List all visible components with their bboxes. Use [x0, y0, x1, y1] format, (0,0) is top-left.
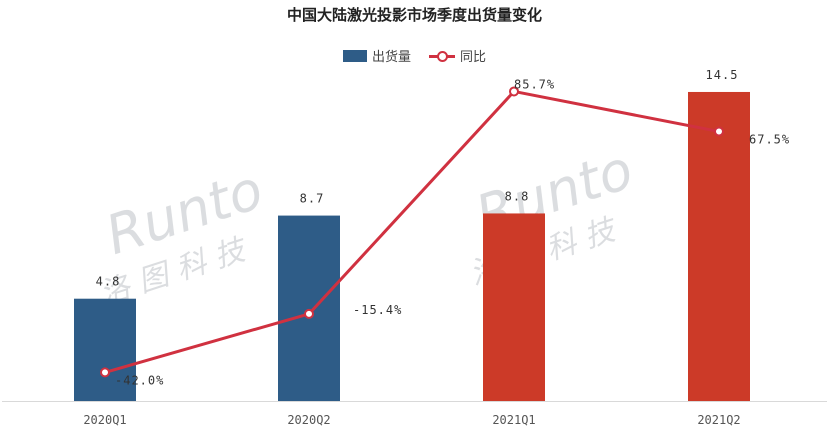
bars-layer: [74, 91, 750, 401]
bar-2021Q1[interactable]: [483, 213, 545, 401]
legend-item-line[interactable]: 同比: [429, 46, 486, 65]
legend-line-swatch: [429, 50, 455, 62]
line-value-label: 85.7%: [514, 77, 555, 91]
x-axis: 2020Q1 2020Q2 2021Q1 2021Q2: [2, 401, 827, 427]
bar-value-label: 4.8: [96, 275, 121, 289]
line-value-label: 67.5%: [749, 133, 790, 147]
yoy-line: [104, 89, 720, 374]
x-tick-label: 2021Q2: [697, 413, 740, 427]
bar-2020Q1[interactable]: [74, 298, 136, 401]
line-value-label: -42.0%: [115, 373, 164, 387]
labels-layer: 4.8 8.7 8.8 14.5 -42.0% -15.4% 85.7% 67.5%: [96, 68, 790, 387]
line-value-label: -15.4%: [353, 303, 402, 317]
bar-value-label: 8.8: [505, 189, 530, 203]
chart-legend: 出货量 同比: [0, 46, 829, 65]
x-tick-label: 2020Q1: [83, 413, 126, 427]
line-point-2021Q2[interactable]: [714, 126, 724, 137]
legend-item-bar[interactable]: 出货量: [342, 46, 411, 65]
line-layer: [100, 86, 724, 378]
chart-title: 中国大陆激光投影市场季度出货量变化: [286, 6, 542, 24]
bar-2021Q2[interactable]: [688, 91, 750, 401]
line-point-2020Q2[interactable]: [304, 308, 314, 319]
legend-bar-label: 出货量: [371, 50, 411, 65]
bar-2020Q2[interactable]: [278, 215, 340, 401]
bar-value-label: 14.5: [706, 68, 739, 82]
bar-value-label: 8.7: [300, 192, 325, 206]
legend-bar-swatch: [342, 49, 367, 62]
legend-line-label: 同比: [460, 50, 487, 65]
line-point-2020Q1[interactable]: [100, 367, 110, 378]
x-tick-label: 2021Q1: [492, 413, 535, 427]
line-point-2021Q1[interactable]: [509, 86, 519, 97]
x-tick-label: 2020Q2: [287, 413, 330, 427]
